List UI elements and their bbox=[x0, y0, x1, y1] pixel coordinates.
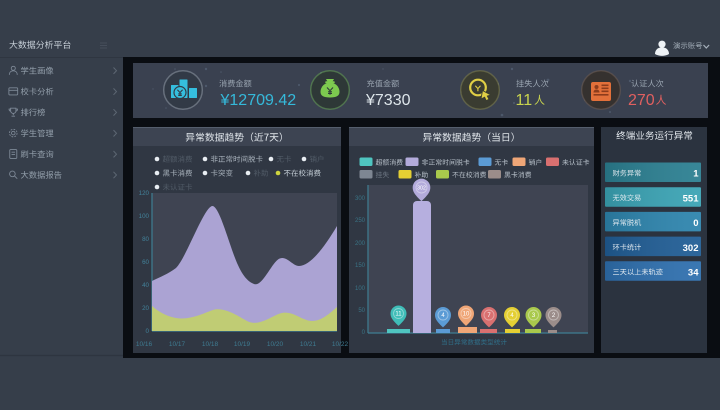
svg-text:10/16: 10/16 bbox=[136, 341, 153, 348]
svg-text:34: 34 bbox=[688, 268, 699, 279]
svg-text:¥12709.42: ¥12709.42 bbox=[220, 92, 297, 109]
svg-text:0: 0 bbox=[693, 218, 698, 229]
svg-text:10/18: 10/18 bbox=[202, 341, 219, 348]
svg-text:10/20: 10/20 bbox=[267, 341, 284, 348]
svg-text:270: 270 bbox=[628, 92, 655, 109]
svg-text:300: 300 bbox=[355, 196, 366, 202]
svg-text:120: 120 bbox=[139, 190, 150, 197]
svg-text:10: 10 bbox=[463, 312, 470, 318]
svg-text:0: 0 bbox=[146, 328, 150, 335]
svg-text:3: 3 bbox=[532, 313, 536, 319]
svg-text:¥7330: ¥7330 bbox=[365, 92, 411, 109]
svg-text:100: 100 bbox=[355, 286, 366, 292]
svg-text:150: 150 bbox=[355, 263, 366, 269]
svg-text:11: 11 bbox=[516, 92, 533, 109]
svg-text:10/19: 10/19 bbox=[234, 341, 251, 348]
svg-text:10/17: 10/17 bbox=[169, 341, 186, 348]
svg-text:2: 2 bbox=[552, 313, 556, 319]
svg-text:80: 80 bbox=[142, 236, 149, 243]
svg-text:10/22: 10/22 bbox=[332, 341, 349, 348]
svg-text:7: 7 bbox=[487, 313, 491, 319]
svg-text:50: 50 bbox=[358, 308, 365, 314]
svg-text:4: 4 bbox=[441, 313, 445, 319]
svg-text:10/21: 10/21 bbox=[300, 341, 317, 348]
svg-text:40: 40 bbox=[142, 282, 149, 289]
svg-text:20: 20 bbox=[142, 305, 149, 312]
svg-text:11: 11 bbox=[395, 312, 402, 318]
svg-text:4: 4 bbox=[510, 313, 514, 319]
svg-text:200: 200 bbox=[355, 241, 366, 247]
svg-text:0: 0 bbox=[362, 330, 366, 336]
svg-text:60: 60 bbox=[142, 259, 149, 266]
svg-text:302: 302 bbox=[417, 185, 426, 191]
svg-text:1: 1 bbox=[693, 169, 699, 180]
svg-text:302: 302 bbox=[683, 243, 699, 254]
svg-text:250: 250 bbox=[355, 218, 366, 224]
svg-text:100: 100 bbox=[139, 213, 150, 220]
svg-text:551: 551 bbox=[683, 193, 700, 204]
